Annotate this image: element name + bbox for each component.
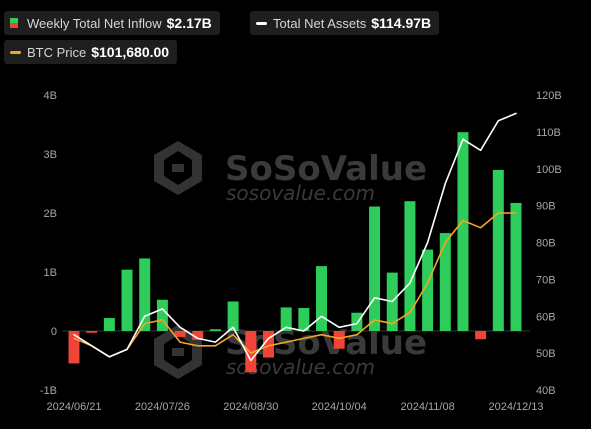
inflow-bar[interactable]	[121, 269, 133, 331]
right-axis-ticks: 40B 50B 60B 70B 80B 90B 100B 110B 120B	[536, 90, 562, 397]
inflow-bar[interactable]	[457, 132, 469, 331]
right-tick-label: 120B	[536, 90, 562, 102]
x-tick-label: 2024/10/04	[312, 401, 367, 413]
inflow-swatch-icon	[10, 18, 18, 28]
sosovalue-logo-lower-icon	[154, 325, 202, 379]
left-axis-ticks: -1B 0 1B 2B 3B 4B	[40, 90, 57, 397]
inflow-bar[interactable]	[86, 331, 98, 333]
x-tick-label: 2024/08/30	[223, 401, 278, 413]
inflow-bar[interactable]	[139, 258, 151, 331]
right-tick-label: 100B	[536, 164, 562, 176]
inflow-bar[interactable]	[298, 307, 310, 331]
total-net-assets-line[interactable]	[73, 112, 517, 362]
right-tick-label: 50B	[536, 348, 556, 360]
inflow-bar[interactable]	[475, 331, 487, 340]
legend-assets-label: Total Net Assets	[273, 15, 367, 31]
right-tick-label: 40B	[536, 385, 556, 397]
right-tick-label: 70B	[536, 274, 556, 286]
right-tick-label: 90B	[536, 201, 556, 213]
watermark-url: sosovalue.com	[226, 181, 375, 205]
inflow-bar[interactable]	[280, 307, 292, 331]
x-tick-label: 2024/06/21	[46, 401, 101, 413]
legend-weekly-inflow[interactable]: Weekly Total Net Inflow $2.17B	[4, 11, 220, 35]
sosovalue-logo-icon	[154, 141, 202, 195]
x-tick-label: 2024/07/26	[135, 401, 190, 413]
legend-inflow-label: Weekly Total Net Inflow	[27, 15, 162, 31]
inflow-bar[interactable]	[174, 331, 186, 337]
legend-inflow-value: $2.17B	[166, 15, 212, 31]
inflow-bar[interactable]	[510, 202, 522, 331]
x-tick-label: 2024/11/08	[400, 401, 454, 413]
inflow-bar[interactable]	[404, 201, 416, 331]
legend-btc-value: $101,680.00	[91, 44, 170, 60]
right-tick-label: 80B	[536, 238, 556, 250]
btc-swatch-icon	[10, 50, 21, 54]
inflow-bar[interactable]	[227, 301, 239, 332]
watermark-upper: SoSoValue sosovalue.com	[154, 141, 427, 205]
x-tick-label: 2024/12/13	[488, 401, 543, 413]
inflow-bar[interactable]	[262, 331, 274, 358]
right-tick-label: 110B	[536, 127, 561, 139]
assets-swatch-icon	[256, 21, 267, 25]
legend-btc-price[interactable]: BTC Price $101,680.00	[4, 40, 178, 64]
inflow-bar[interactable]	[103, 318, 115, 331]
left-tick-label: 1B	[44, 267, 57, 279]
left-tick-label: 2B	[44, 208, 57, 220]
watermark-brand: SoSoValue	[225, 149, 427, 189]
legend-btc-label: BTC Price	[27, 44, 87, 60]
inflow-bar[interactable]	[439, 233, 451, 331]
inflow-bar[interactable]	[369, 206, 381, 331]
inflow-bar[interactable]	[316, 266, 328, 331]
left-tick-label: 4B	[44, 90, 57, 102]
inflow-bar[interactable]	[156, 299, 168, 331]
left-tick-label: -1B	[40, 385, 57, 397]
right-tick-label: 60B	[536, 311, 556, 323]
legend-total-net-assets[interactable]: Total Net Assets $114.97B	[250, 11, 440, 35]
inflow-bar[interactable]	[68, 331, 80, 364]
btc-price-line[interactable]	[73, 212, 517, 358]
inflow-bar[interactable]	[351, 312, 363, 331]
left-tick-label: 3B	[44, 149, 57, 161]
inflow-bar[interactable]	[333, 331, 345, 349]
inflow-bar[interactable]	[192, 331, 204, 340]
x-axis-ticks: 2024/06/21 2024/07/26 2024/08/30 2024/10/04…	[46, 401, 543, 413]
left-tick-label: 0	[51, 326, 57, 338]
inflow-bar[interactable]	[492, 169, 504, 331]
inflow-bar[interactable]	[422, 249, 434, 331]
lines-layer	[73, 112, 517, 362]
inflow-bar[interactable]	[245, 331, 257, 373]
legend-assets-value: $114.97B	[371, 15, 432, 31]
inflow-bar[interactable]	[209, 329, 221, 331]
